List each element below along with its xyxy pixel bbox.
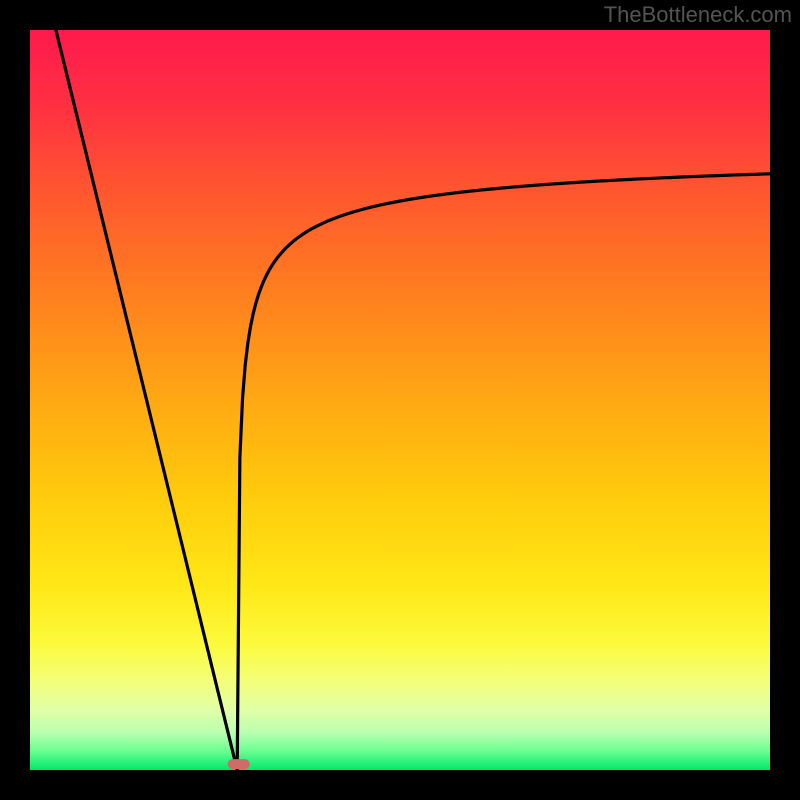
optimal-marker (228, 759, 250, 769)
watermark-text: TheBottleneck.com (604, 2, 792, 28)
chart-container: TheBottleneck.com (0, 0, 800, 800)
bottleneck-chart (0, 0, 800, 800)
plot-background (30, 30, 770, 770)
